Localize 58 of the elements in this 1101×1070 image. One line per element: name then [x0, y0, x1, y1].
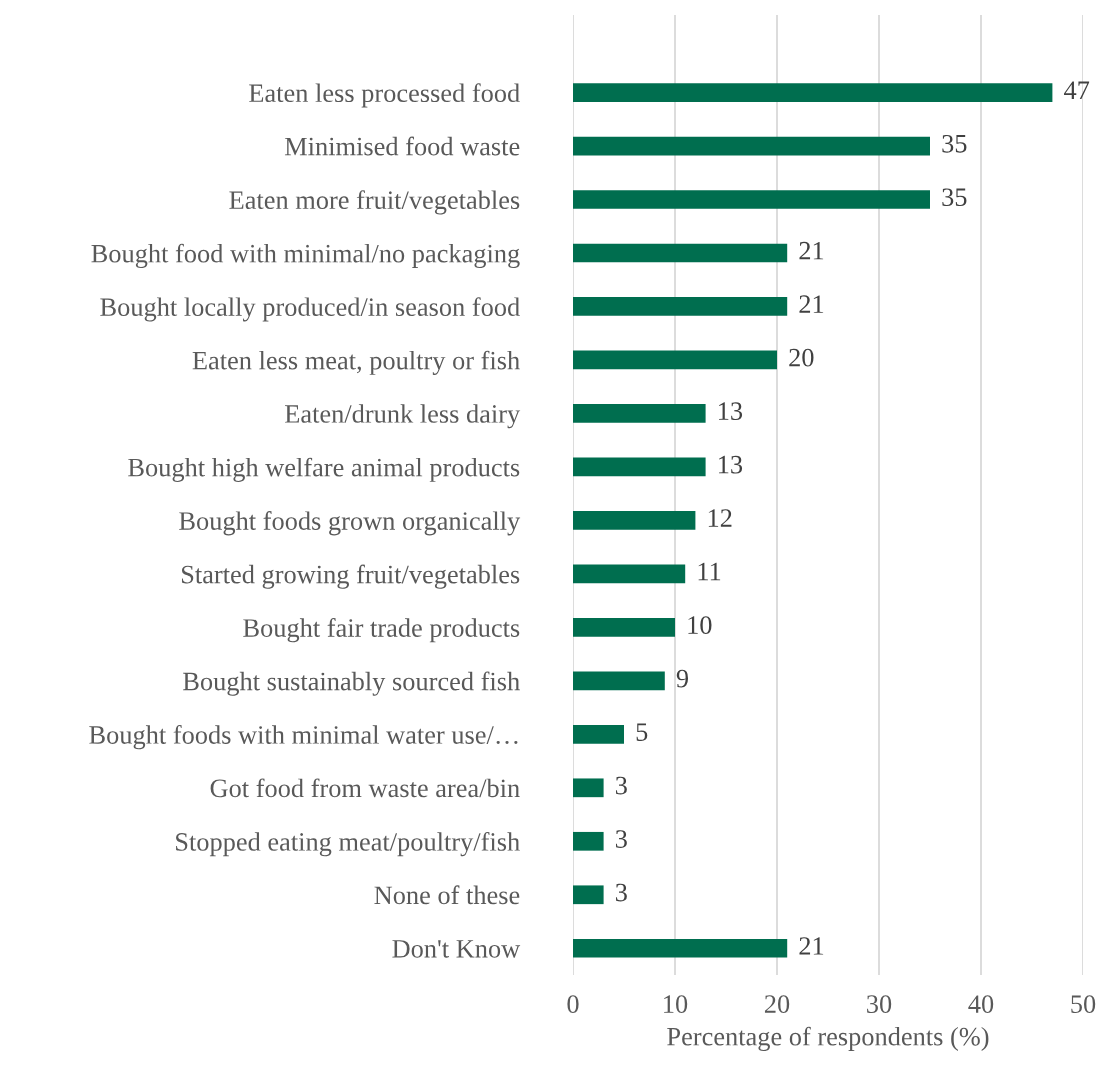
bar [573, 831, 604, 851]
bar [573, 938, 788, 958]
bar [573, 778, 604, 798]
y-tick-label: Eaten less processed food [249, 83, 520, 108]
bar [573, 297, 788, 316]
y-tick-label: Eaten less meat, poultry or fish [192, 350, 520, 375]
data-label: 21 [799, 937, 824, 955]
bar [573, 564, 686, 584]
data-label: 10 [688, 616, 712, 634]
y-tick-label: Bought foods grown organically [179, 511, 521, 536]
data-label: 3 [615, 883, 627, 902]
bar [573, 404, 706, 423]
data-label: 11 [698, 562, 721, 581]
x-tick-label: 10 [664, 995, 688, 1014]
data-label: 9 [676, 669, 689, 688]
data-label: 35 [942, 188, 967, 207]
bar [573, 724, 624, 744]
bar [573, 511, 696, 530]
data-label: 47 [1064, 81, 1090, 99]
bar [573, 885, 604, 905]
y-tick-label: Don't Know [392, 940, 521, 958]
bar [573, 190, 930, 209]
y-tick-label: Bought locally produced/in season food [100, 297, 520, 322]
y-tick-label: Minimised food waste [284, 136, 520, 156]
y-tick-label: None of these [374, 885, 520, 905]
y-tick-label: Got food from waste area/bin [210, 778, 520, 798]
y-tick-label: Started growing fruit/vegetables [181, 564, 520, 589]
x-axis-title: Percentage of respondents (%) [667, 1026, 989, 1051]
y-tick-label: Eaten more fruit/vegetables [229, 190, 520, 215]
bar [573, 83, 1053, 102]
data-label: 3 [615, 776, 627, 795]
y-tick-label: Bought high welfare animal products [128, 457, 520, 482]
y-tick-label: Eaten/drunk less dairy [285, 404, 521, 429]
data-label: 13 [719, 402, 743, 421]
x-tick-label: 30 [867, 995, 892, 1014]
y-tick-label: Bought sustainably sourced fish [183, 671, 520, 696]
bar [573, 136, 930, 156]
data-label: 21 [799, 295, 824, 313]
y-tick-label: Bought food with minimal/no packaging [91, 243, 520, 268]
y-tick-label: Bought fair trade products [243, 618, 520, 643]
y-tick-label: Stopped eating meat/poultry/fish [176, 832, 520, 857]
data-label: 5 [636, 723, 648, 741]
bar [573, 457, 706, 477]
data-label: 13 [719, 455, 743, 474]
data-label: 35 [942, 134, 967, 153]
x-tick-label: 50 [1071, 995, 1096, 1014]
bar [573, 671, 665, 691]
x-tick-label: 20 [764, 995, 790, 1014]
bar [573, 243, 788, 263]
bar [573, 618, 675, 637]
y-tick-label: Bought foods with minimal water use/… [89, 725, 518, 750]
data-label: 12 [708, 509, 732, 527]
data-label: 21 [799, 241, 824, 260]
bar [573, 350, 777, 370]
data-label: 3 [615, 830, 627, 848]
data-label: 20 [789, 348, 814, 367]
x-tick-label: 0 [567, 995, 579, 1014]
x-tick-label: 40 [968, 995, 994, 1014]
